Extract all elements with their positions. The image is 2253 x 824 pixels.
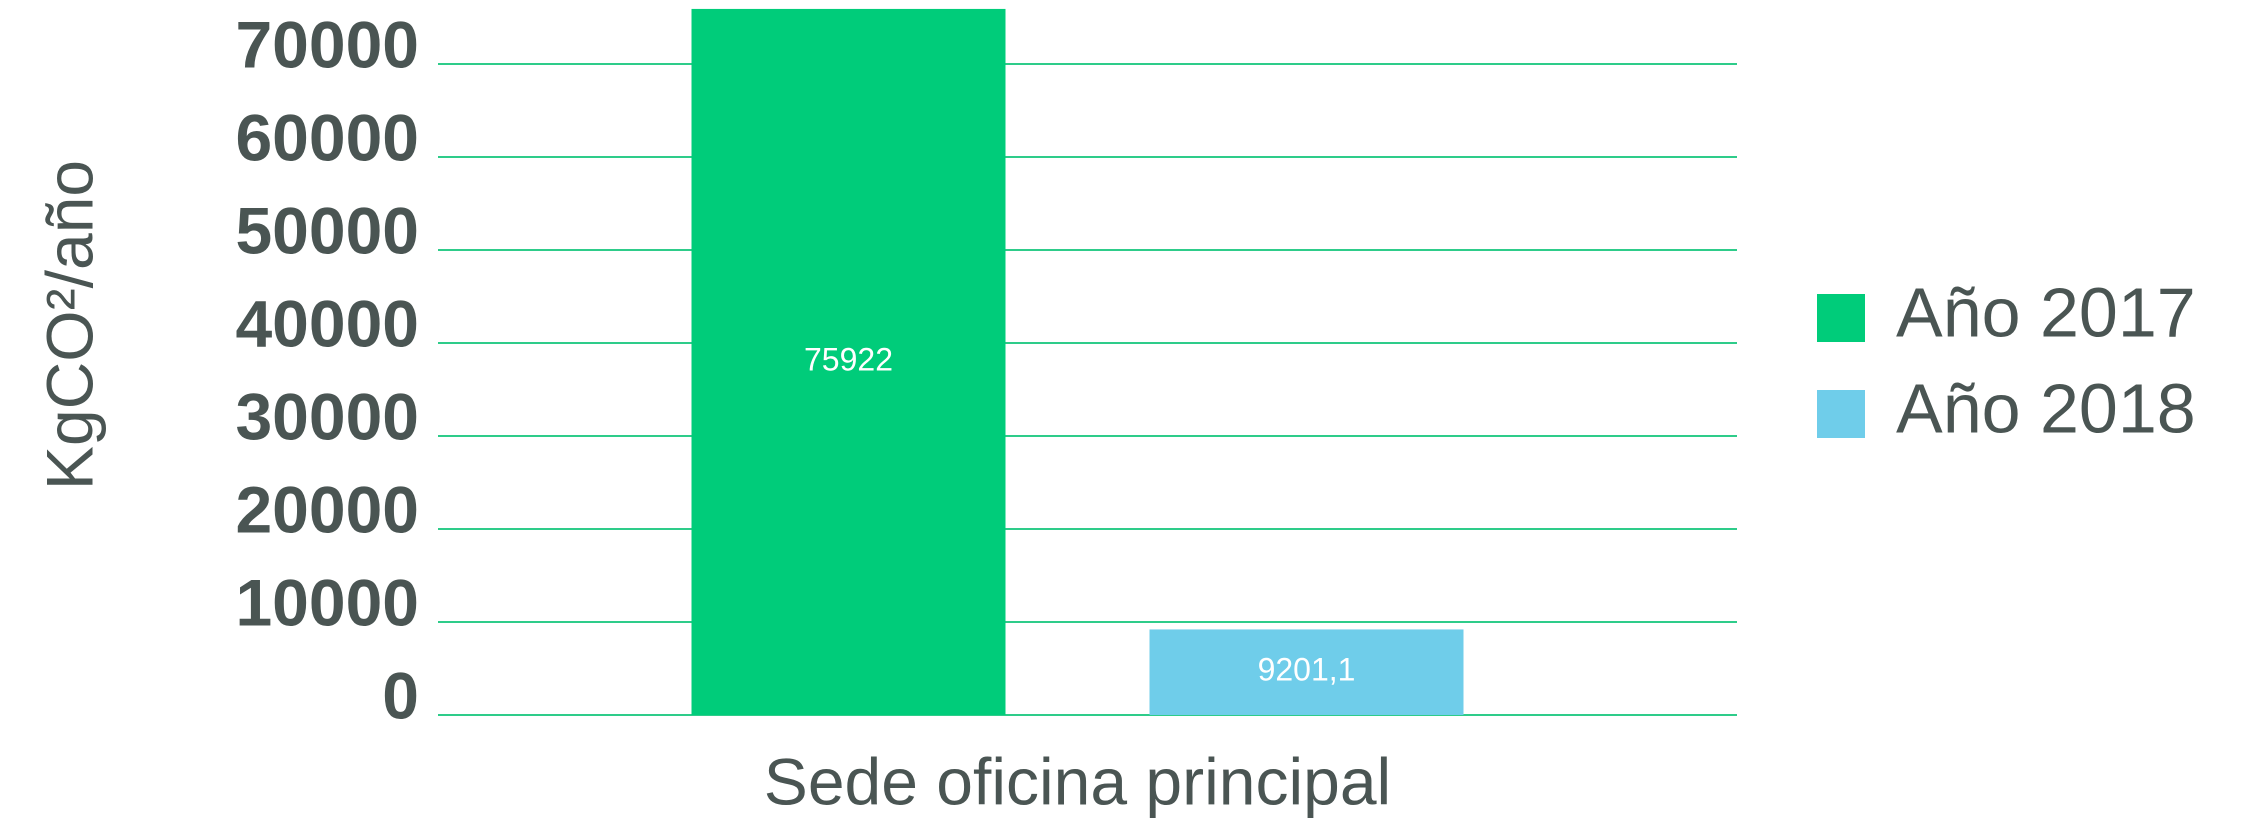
y-tick-label: 70000 bbox=[235, 7, 419, 81]
y-tick-label: 30000 bbox=[235, 379, 419, 453]
y-axis-label: KgCO²/año bbox=[32, 160, 106, 490]
x-tick-label: Sede oficina principal bbox=[764, 744, 1391, 818]
bar bbox=[1149, 629, 1464, 715]
y-tick-label: 50000 bbox=[235, 193, 419, 267]
legend-label: Año 2018 bbox=[1896, 369, 2196, 447]
data-label: 9201,1 bbox=[1258, 652, 1356, 688]
y-tick-label: 40000 bbox=[235, 286, 419, 360]
y-tick-label: 0 bbox=[382, 658, 419, 732]
legend-swatch bbox=[1817, 294, 1865, 342]
bar bbox=[691, 8, 1006, 715]
y-tick-label: 20000 bbox=[235, 472, 419, 546]
legend-swatch bbox=[1817, 390, 1865, 438]
legend-label: Año 2017 bbox=[1896, 273, 2196, 351]
y-tick-label: 10000 bbox=[235, 565, 419, 639]
data-label: 75922 bbox=[804, 341, 893, 377]
y-tick-label: 60000 bbox=[235, 100, 419, 174]
